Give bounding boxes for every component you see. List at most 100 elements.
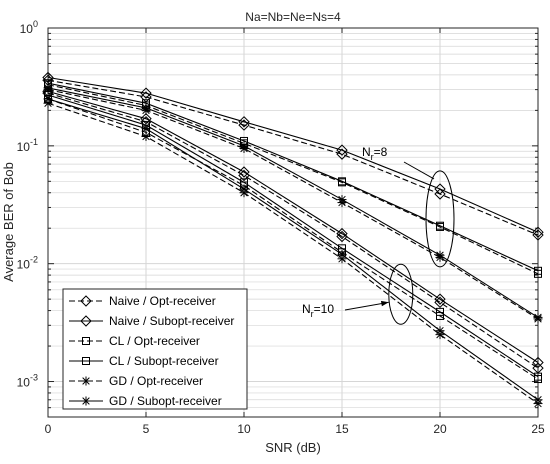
nr10-label-rest: =10 — [314, 302, 335, 316]
diamond-marker — [42, 71, 54, 84]
diamond-marker — [80, 295, 92, 307]
legend-label: GD / Subopt-receiver — [109, 394, 222, 408]
series-nr10-2 — [42, 85, 544, 369]
star-marker-stroke — [240, 185, 248, 193]
diamond-marker — [140, 112, 152, 125]
star-marker-stroke — [240, 142, 248, 150]
series-nr10-6 — [43, 94, 543, 405]
data-point — [436, 221, 444, 230]
star-marker-stroke — [142, 124, 150, 133]
diamond-marker — [434, 293, 446, 305]
nr10-label-sub: r — [311, 309, 314, 319]
data-point — [532, 356, 544, 369]
series-line — [47, 89, 539, 320]
data-point — [239, 141, 249, 151]
series-line — [47, 94, 539, 378]
data-point — [533, 395, 543, 405]
data-point — [43, 94, 53, 104]
legend-label: CL / Subopt-receiver — [109, 354, 219, 368]
star-marker — [435, 326, 445, 336]
diamond-marker — [238, 116, 250, 128]
series-nr8-2 — [42, 71, 544, 238]
diamond-marker — [532, 226, 544, 238]
star-marker-stroke — [338, 195, 346, 204]
diamond-marker — [80, 315, 92, 327]
y-tick-base: 10 — [20, 22, 34, 36]
square-marker — [436, 307, 444, 316]
data-point — [140, 112, 152, 125]
nr8-label-sub: r — [371, 152, 374, 162]
diamond-marker — [434, 188, 446, 200]
star-marker-stroke — [82, 397, 90, 405]
series-line — [47, 79, 539, 236]
diamond-marker — [434, 183, 446, 195]
data-point — [238, 166, 250, 178]
star-marker-stroke — [142, 132, 150, 141]
star-marker-stroke — [534, 313, 542, 322]
data-point — [434, 293, 446, 305]
x-axis-label: SNR (dB) — [265, 440, 321, 455]
square-marker — [82, 357, 90, 365]
x-tick-label: 5 — [143, 422, 150, 436]
legend-marker — [82, 337, 90, 345]
data-point — [534, 266, 542, 275]
legend-label: CL / Opt-receiver — [109, 334, 200, 348]
star-marker — [239, 184, 249, 194]
star-marker-stroke — [534, 396, 542, 404]
data-point — [435, 250, 445, 260]
x-tick-label: 25 — [531, 422, 545, 436]
diamond-marker — [336, 144, 348, 156]
diamond-marker — [532, 356, 544, 369]
y-tick-base: 10 — [17, 258, 31, 272]
series-nr8-6 — [43, 83, 543, 322]
legend-label: GD / Opt-receiver — [109, 374, 203, 388]
series-line — [47, 90, 539, 363]
series-line — [47, 82, 539, 272]
legend-marker — [81, 396, 91, 406]
star-marker-stroke — [82, 377, 90, 385]
square-marker — [534, 266, 542, 275]
star-marker — [81, 396, 91, 406]
diamond-marker — [336, 227, 348, 240]
star-marker — [141, 124, 151, 134]
series-line — [47, 87, 539, 318]
diamond-marker — [336, 148, 348, 160]
series-nr8-4 — [44, 79, 542, 275]
data-point — [336, 227, 348, 240]
data-point — [534, 372, 542, 381]
star-marker — [337, 249, 347, 259]
y-tick-exponent: -3 — [30, 373, 38, 383]
square-marker — [436, 221, 444, 230]
y-axis-label: Average BER of Bob — [1, 162, 16, 282]
legend-entry: CL / Subopt-receiver — [69, 354, 219, 368]
square-marker — [534, 372, 542, 381]
series-line — [47, 76, 539, 233]
y-tick-label: 10-2 — [17, 255, 38, 272]
star-marker-stroke — [436, 251, 444, 259]
y-tick-exponent: 0 — [33, 19, 38, 29]
nr10-label: Nr=10 — [302, 302, 334, 319]
data-point — [42, 71, 54, 84]
data-point — [337, 249, 347, 259]
data-point — [238, 116, 250, 128]
star-marker — [533, 312, 543, 322]
y-tick-label: 10-3 — [17, 373, 38, 390]
nr8-ellipse — [425, 170, 455, 268]
y-tick-base: 10 — [17, 140, 31, 154]
data-point — [434, 183, 446, 195]
legend-marker — [81, 376, 91, 386]
data-point — [239, 184, 249, 194]
data-point — [336, 148, 348, 160]
x-tick-label: 10 — [237, 422, 251, 436]
legend-label: Naive / Subopt-receiver — [109, 314, 234, 328]
star-marker-stroke — [436, 326, 444, 335]
data-series — [42, 71, 544, 409]
star-marker — [141, 103, 151, 113]
star-marker — [141, 132, 151, 142]
nr8-label-rest: =8 — [374, 145, 388, 159]
star-marker-stroke — [338, 250, 346, 259]
y-tick-label: 10-1 — [17, 137, 38, 154]
star-marker — [435, 250, 445, 260]
star-marker-stroke — [44, 95, 52, 103]
